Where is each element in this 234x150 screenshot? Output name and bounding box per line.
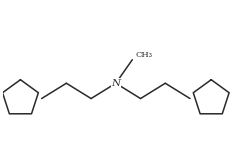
- Text: CH₃: CH₃: [136, 51, 153, 59]
- Text: N: N: [111, 79, 120, 88]
